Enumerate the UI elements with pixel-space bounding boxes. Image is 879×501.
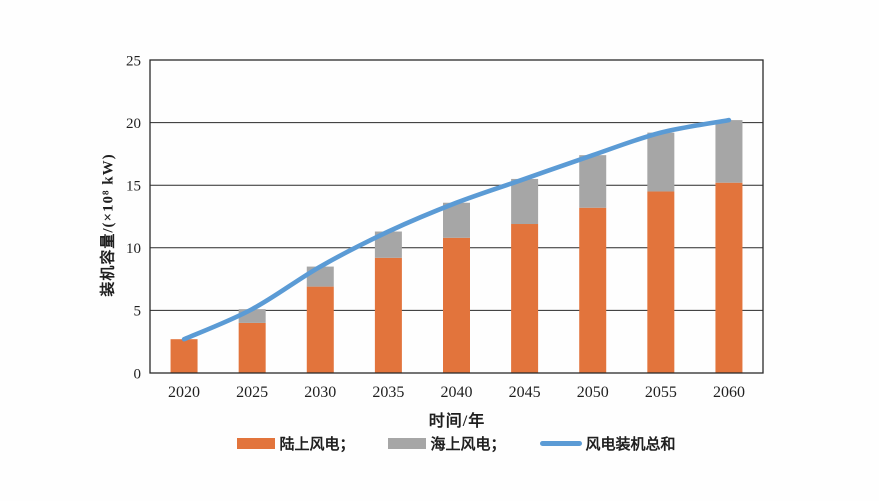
bar-onshore-2025 <box>238 322 266 373</box>
x-tick-label-2025: 2025 <box>236 384 268 401</box>
y-tick-label-20: 20 <box>126 116 141 132</box>
bar-offshore-2045 <box>511 178 539 225</box>
legend-item-offshore: 海上风电； <box>388 433 506 454</box>
legend-label-total: 风电装机总和 <box>585 436 676 453</box>
x-tick-label-2020: 2020 <box>168 384 200 401</box>
total-line-swatch-icon <box>539 440 582 446</box>
x-tick-label-2040: 2040 <box>441 384 473 401</box>
bar-onshore-2035 <box>374 257 402 373</box>
bar-onshore-2045 <box>511 224 539 373</box>
bar-onshore-2060 <box>715 182 743 373</box>
x-tick-label-2060: 2060 <box>713 384 745 401</box>
x-tick-labels-layer: 2020 2025 2030 2035 2040 2045 2050 2055 2060 <box>168 384 745 401</box>
total-capacity-line <box>181 117 732 342</box>
y-tick-labels-layer: 0 5 10 15 20 25 <box>126 53 141 382</box>
bar-offshore-2055 <box>647 132 675 192</box>
bar-onshore-2020 <box>170 339 198 373</box>
chart-legend: 陆上风电； 海上风电； 风电装机总和 <box>150 430 763 456</box>
bar-onshore-2030 <box>306 286 334 373</box>
offshore-bar-swatch-icon <box>388 437 427 449</box>
plot-frame-layer <box>149 59 764 374</box>
onshore-bar-swatch-icon <box>237 437 276 449</box>
y-tick-label-10: 10 <box>126 241 141 257</box>
legend-label-onshore: 陆上风电； <box>279 436 355 453</box>
y-tick-label-0: 0 <box>134 366 142 382</box>
total-line-layer <box>181 117 732 342</box>
bars-layer <box>170 120 743 373</box>
legend-label-offshore: 海上风电； <box>430 436 506 453</box>
plot-border <box>149 59 764 374</box>
x-tick-label-2050: 2050 <box>577 384 609 401</box>
legend-item-total-line: 风电装机总和 <box>539 433 676 454</box>
x-tick-label-2055: 2055 <box>645 384 677 401</box>
legend-item-onshore: 陆上风电； <box>237 433 354 454</box>
x-tick-label-2030: 2030 <box>304 384 336 401</box>
y-tick-label-5: 5 <box>134 304 142 320</box>
x-tick-label-2045: 2045 <box>509 384 541 401</box>
x-tick-label-2035: 2035 <box>372 384 404 401</box>
bar-onshore-2055 <box>647 191 675 373</box>
bar-onshore-2050 <box>579 207 607 373</box>
y-tick-label-15: 15 <box>126 178 141 194</box>
bar-onshore-2040 <box>443 237 470 373</box>
x-axis-title: 时间/年 <box>428 413 486 430</box>
bar-offshore-2060 <box>715 120 743 183</box>
y-tick-label-25: 25 <box>126 53 141 69</box>
y-axis-title: 装机容量/(×10⁸ kW) <box>100 153 117 297</box>
bar-offshore-2050 <box>579 155 607 208</box>
